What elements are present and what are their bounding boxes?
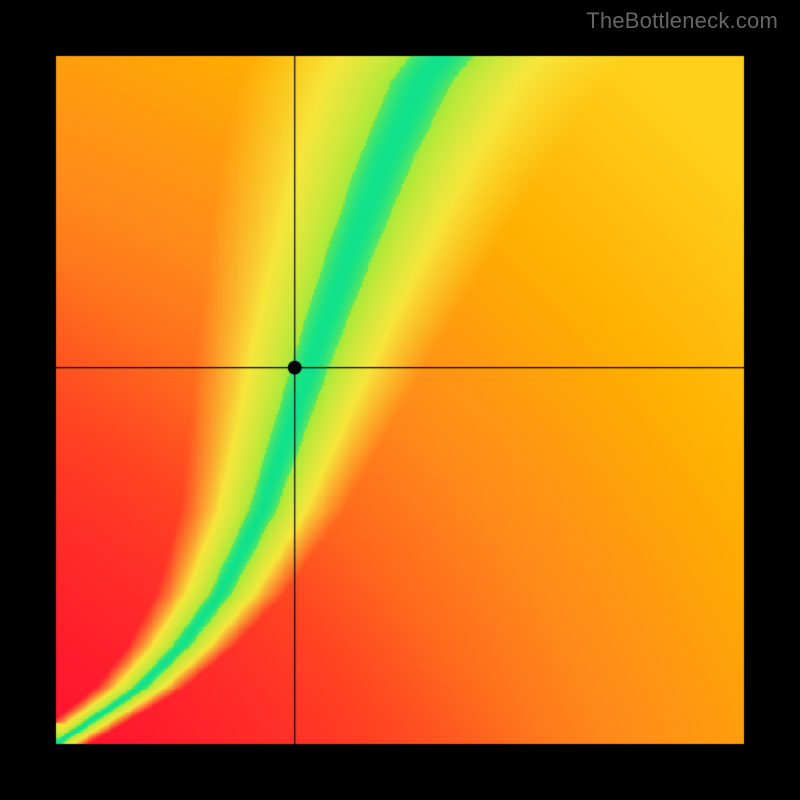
bottleneck-heatmap <box>0 0 800 800</box>
attribution-label: TheBottleneck.com <box>586 8 778 34</box>
chart-container: TheBottleneck.com <box>0 0 800 800</box>
